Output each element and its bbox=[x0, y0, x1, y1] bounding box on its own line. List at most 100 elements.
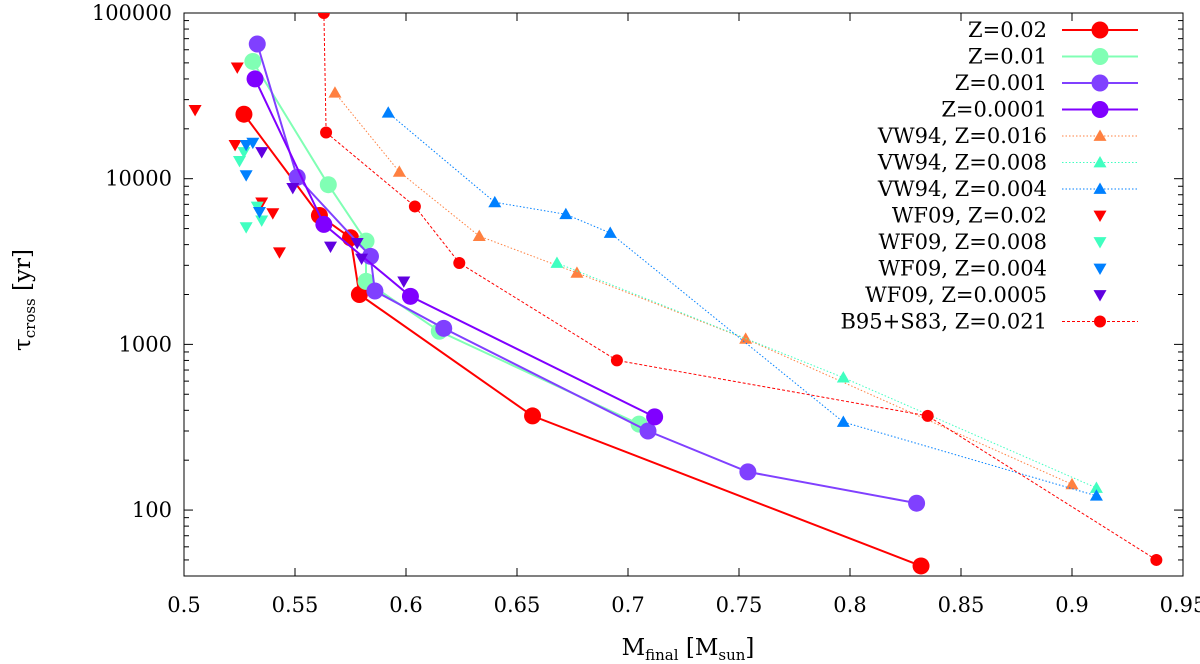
legend-marker bbox=[1091, 101, 1109, 118]
data-point bbox=[239, 170, 253, 182]
data-point bbox=[188, 105, 202, 117]
data-point bbox=[1150, 553, 1163, 566]
data-point bbox=[272, 247, 286, 259]
data-point bbox=[1065, 477, 1079, 490]
legend-marker bbox=[1091, 48, 1109, 65]
series-6 bbox=[381, 106, 1103, 501]
data-point bbox=[739, 463, 757, 481]
series-8 bbox=[233, 147, 269, 234]
y-axis-title: τcross [yr] bbox=[10, 249, 39, 351]
data-point bbox=[524, 407, 542, 425]
data-point bbox=[392, 165, 406, 177]
x-tick-label: 0.9 bbox=[1055, 593, 1088, 617]
data-point bbox=[488, 195, 502, 208]
data-point bbox=[350, 237, 364, 250]
data-point bbox=[1089, 481, 1103, 493]
series-line bbox=[334, 92, 1073, 485]
legend-label: VW94, Z=0.008 bbox=[877, 151, 1047, 175]
data-point bbox=[366, 282, 384, 300]
legend-marker bbox=[1093, 210, 1107, 222]
x-tick-label: 0.5 bbox=[167, 593, 200, 617]
legend-label: WF09, Z=0.0005 bbox=[865, 283, 1047, 307]
series-line bbox=[387, 112, 1097, 497]
data-point bbox=[350, 286, 368, 303]
x-tick-label: 0.7 bbox=[611, 593, 644, 617]
data-point bbox=[320, 126, 333, 139]
data-point bbox=[235, 105, 253, 123]
legend-marker bbox=[1093, 182, 1107, 194]
data-point bbox=[912, 557, 930, 575]
legend-label: WF09, Z=0.02 bbox=[892, 204, 1047, 228]
data-point bbox=[286, 183, 300, 195]
data-point bbox=[324, 241, 338, 253]
y-tick-label: 10000 bbox=[105, 167, 172, 191]
x-tick-label: 0.95 bbox=[1160, 593, 1200, 617]
data-point bbox=[317, 13, 330, 19]
data-point bbox=[255, 147, 269, 159]
data-point bbox=[266, 208, 280, 220]
data-point bbox=[228, 139, 242, 152]
data-point bbox=[230, 62, 244, 74]
data-point bbox=[237, 147, 251, 159]
data-point bbox=[246, 70, 264, 88]
data-point bbox=[453, 256, 466, 269]
series-11 bbox=[317, 13, 1163, 566]
data-point bbox=[408, 200, 421, 213]
data-point bbox=[319, 176, 337, 194]
legend-marker bbox=[1091, 21, 1109, 39]
legend-label: Z=0.001 bbox=[955, 71, 1047, 95]
data-point bbox=[328, 86, 342, 98]
data-point bbox=[610, 354, 623, 367]
data-point bbox=[239, 222, 253, 234]
data-point bbox=[381, 106, 395, 118]
data-point bbox=[639, 422, 657, 440]
series-3 bbox=[246, 70, 664, 426]
data-point bbox=[435, 319, 453, 337]
legend-label: WF09, Z=0.008 bbox=[878, 230, 1047, 254]
y-tick-label: 1000 bbox=[119, 332, 172, 356]
data-point bbox=[550, 256, 564, 268]
legend-label: Z=0.01 bbox=[968, 45, 1047, 69]
data-point bbox=[559, 207, 573, 220]
data-point bbox=[315, 215, 333, 233]
x-tick-label: 0.85 bbox=[938, 593, 985, 617]
data-point bbox=[246, 137, 260, 150]
data-point bbox=[603, 226, 617, 238]
x-tick-label: 0.65 bbox=[494, 593, 541, 617]
legend-label: WF09, Z=0.004 bbox=[878, 257, 1047, 281]
data-point bbox=[836, 371, 850, 383]
data-point bbox=[357, 232, 375, 250]
x-tick-label: 0.6 bbox=[389, 593, 422, 617]
y-tick-label: 100000 bbox=[92, 1, 172, 25]
data-point bbox=[908, 494, 926, 512]
data-point bbox=[921, 409, 934, 422]
data-point bbox=[244, 52, 262, 70]
data-point bbox=[836, 415, 850, 427]
legend-label: VW94, Z=0.004 bbox=[877, 177, 1047, 201]
x-tick-label: 0.75 bbox=[716, 593, 763, 617]
series-9 bbox=[239, 137, 266, 219]
legend-label: B95+S83, Z=0.021 bbox=[840, 310, 1047, 334]
legend-marker bbox=[1093, 156, 1107, 168]
data-point bbox=[397, 276, 411, 288]
x-tick-label: 0.8 bbox=[833, 593, 866, 617]
y-tick-label: 100 bbox=[132, 498, 172, 522]
legend-marker bbox=[1093, 290, 1107, 302]
series-0 bbox=[235, 105, 930, 575]
series-layer bbox=[188, 13, 1163, 575]
data-point bbox=[252, 207, 266, 219]
series-line bbox=[256, 43, 917, 505]
data-point bbox=[401, 287, 419, 305]
data-point bbox=[1089, 489, 1103, 501]
data-point bbox=[472, 229, 486, 242]
legend-marker bbox=[1094, 315, 1106, 328]
x-tick-label: 0.55 bbox=[272, 593, 319, 617]
series-line bbox=[251, 60, 640, 426]
series-10 bbox=[255, 147, 411, 288]
legend-marker bbox=[1093, 129, 1107, 141]
data-point bbox=[255, 215, 269, 227]
legend-marker bbox=[1093, 263, 1107, 275]
data-point bbox=[248, 35, 266, 53]
data-point bbox=[646, 408, 664, 426]
